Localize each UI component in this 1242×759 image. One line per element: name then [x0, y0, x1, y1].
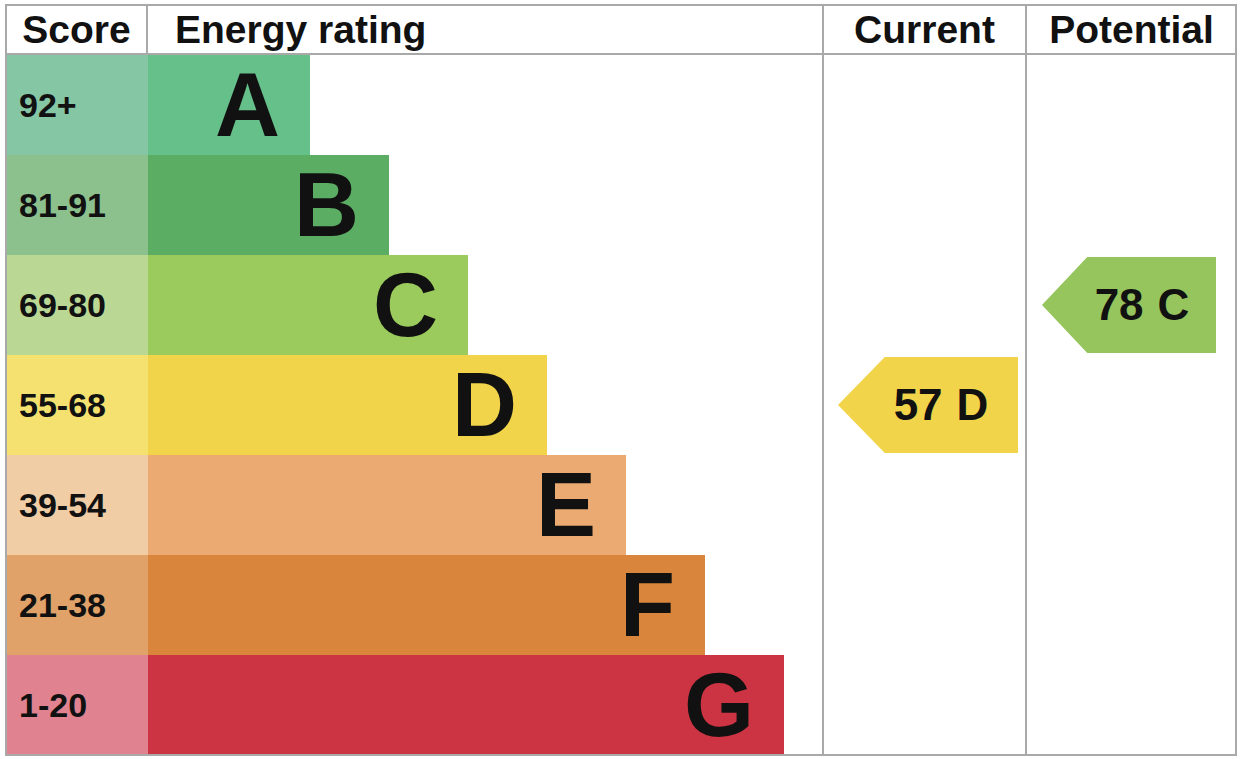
band-letter: B — [294, 155, 359, 255]
score-column-divider — [146, 4, 148, 55]
band-letter: G — [684, 655, 754, 755]
header-potential: Potential — [1026, 4, 1237, 55]
band-bar: E — [148, 455, 626, 555]
potential-band-letter: C — [1158, 280, 1190, 330]
band-letter: A — [215, 55, 280, 155]
band-letter: C — [373, 255, 438, 355]
band-bar: A — [148, 55, 310, 155]
epc-energy-rating-chart: Score Energy rating Current Potential 92… — [0, 0, 1242, 759]
band-row-e: 39-54 E — [0, 455, 1242, 555]
band-score-range: 55-68 — [7, 355, 148, 455]
band-score-range: 81-91 — [7, 155, 148, 255]
current-score-value: 57 — [894, 380, 943, 430]
band-letter: D — [452, 355, 517, 455]
header-energy-rating: Energy rating — [148, 4, 823, 55]
band-bar: D — [148, 355, 547, 455]
band-bar: G — [148, 655, 784, 755]
band-letter: F — [620, 555, 675, 655]
band-score-range: 92+ — [7, 55, 148, 155]
band-row-a: 92+ A — [0, 55, 1242, 155]
band-row-f: 21-38 F — [0, 555, 1242, 655]
band-row-b: 81-91 B — [0, 155, 1242, 255]
header-current: Current — [823, 4, 1026, 55]
current-band-letter: D — [957, 380, 989, 430]
band-score-range: 1-20 — [7, 655, 148, 755]
band-score-range: 21-38 — [7, 555, 148, 655]
band-bar: C — [148, 255, 468, 355]
band-score-range: 69-80 — [7, 255, 148, 355]
band-row-d: 55-68 D — [0, 355, 1242, 455]
band-bar: F — [148, 555, 705, 655]
current-column-divider — [822, 4, 824, 756]
potential-column-divider — [1025, 4, 1027, 756]
header-score: Score — [5, 4, 148, 55]
band-bar: B — [148, 155, 389, 255]
potential-score-value: 78 — [1095, 280, 1144, 330]
header-divider-line — [5, 53, 1237, 55]
band-score-range: 39-54 — [7, 455, 148, 555]
band-row-g: 1-20 G — [0, 655, 1242, 755]
band-letter: E — [536, 455, 596, 555]
